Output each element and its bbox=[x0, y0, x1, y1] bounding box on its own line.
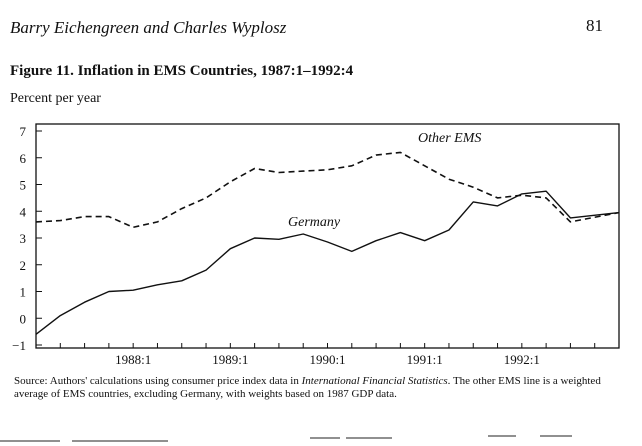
figure-source-note: Source: Authors' calculations using cons… bbox=[14, 375, 636, 401]
x-tick-label: 1989:1 bbox=[212, 352, 248, 367]
x-tick-label: 1988:1 bbox=[115, 352, 151, 367]
source-note-publication: International Financial Statistics bbox=[301, 375, 448, 387]
x-tick-label: 1991:1 bbox=[407, 352, 443, 367]
series-label-germany: Germany bbox=[288, 215, 341, 230]
source-note-lead: Source: Authors' calculations using cons… bbox=[14, 375, 302, 387]
y-tick-label: 6 bbox=[20, 151, 27, 166]
series-lines bbox=[35, 151, 620, 335]
y-tick-label: 2 bbox=[20, 258, 27, 273]
y-axis-unit-label: Percent per year bbox=[10, 91, 101, 106]
series-line-germany bbox=[35, 190, 620, 335]
y-tick-label: 7 bbox=[20, 124, 27, 139]
page-number: 81 bbox=[586, 16, 603, 35]
running-head: Barry Eichengreen and Charles Wyplosz bbox=[10, 18, 287, 37]
y-tick-label: 3 bbox=[20, 231, 27, 246]
plot-frame bbox=[35, 123, 620, 349]
y-tick-label: 5 bbox=[20, 178, 27, 193]
y-tick-label: 0 bbox=[20, 311, 27, 326]
source-note-tail: . The other EMS line is a weighted avera… bbox=[14, 375, 601, 400]
y-tick-label: −1 bbox=[12, 338, 26, 353]
series-line-other-ems bbox=[35, 151, 620, 229]
x-tick-label: 1990:1 bbox=[309, 352, 345, 367]
figure-title: Figure 11. Inflation in EMS Countries, 1… bbox=[10, 63, 354, 79]
series-label-other-ems: Other EMS bbox=[418, 131, 481, 146]
y-axis: 7 6 5 4 3 2 1 0 −1 bbox=[12, 124, 42, 353]
y-tick-label: 4 bbox=[20, 204, 27, 219]
y-tick-label: 1 bbox=[20, 285, 27, 300]
x-axis: 1988:1 1989:1 1990:1 1991:1 1992:1 bbox=[59, 343, 596, 367]
x-tick-label: 1992:1 bbox=[504, 352, 540, 367]
